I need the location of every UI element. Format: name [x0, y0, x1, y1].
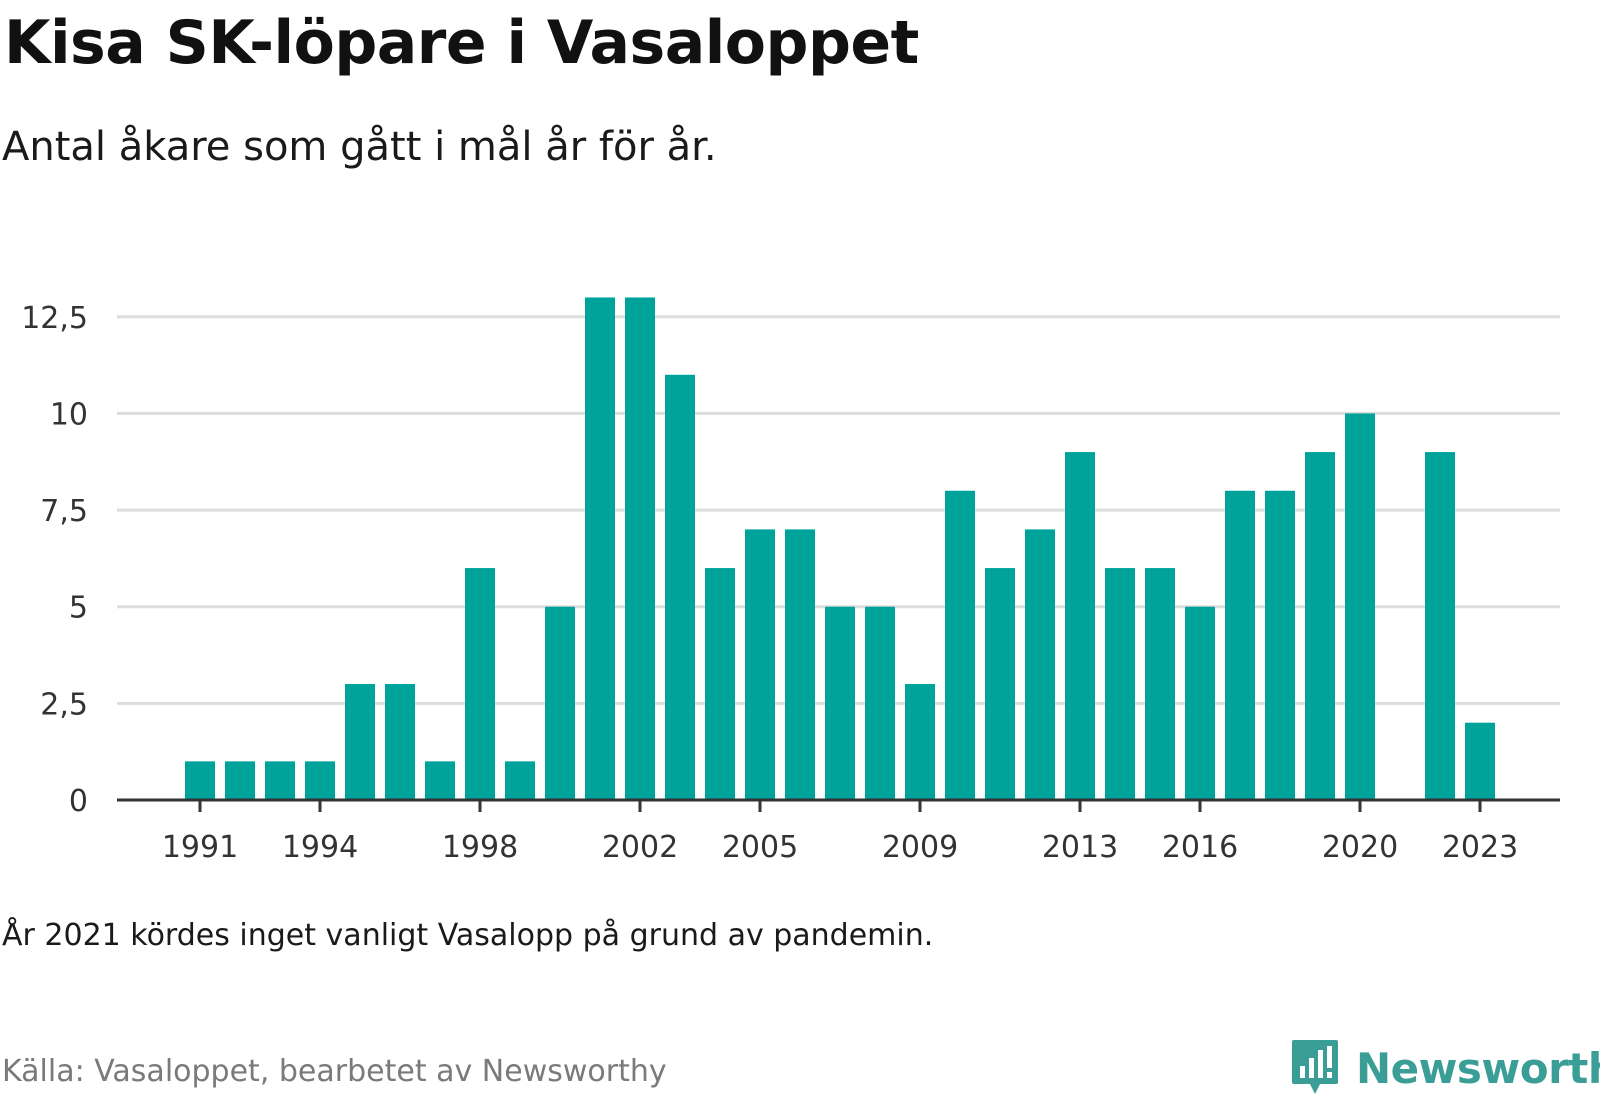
bar-2016: [1185, 606, 1215, 800]
x-tick-label: 1998: [442, 830, 518, 865]
bar-2013: [1065, 452, 1095, 800]
x-tick-label: 2023: [1442, 830, 1518, 865]
bar-2020: [1345, 413, 1375, 800]
bar-1999: [505, 761, 535, 800]
bar-2012: [1025, 529, 1055, 800]
chart-title: Kisa SK-löpare i Vasaloppet: [4, 8, 919, 78]
bar-2006: [785, 529, 815, 800]
bar-2017: [1225, 490, 1255, 800]
bar-2010: [945, 490, 975, 800]
bar-2015: [1145, 568, 1175, 800]
x-tick-label: 2005: [722, 830, 798, 865]
bar-2023: [1465, 722, 1495, 800]
bar-1995: [345, 684, 375, 800]
bar-2000: [545, 606, 575, 800]
bar-1998: [465, 568, 495, 800]
x-tick-label: 2016: [1162, 830, 1238, 865]
brand-name: Newsworthy: [1356, 1043, 1600, 1093]
bar-1991: [185, 761, 215, 800]
y-tick-label: 5: [69, 591, 88, 626]
y-tick-label: 2,5: [40, 687, 88, 722]
bar-2002: [625, 297, 655, 800]
y-tick-label: 12,5: [21, 301, 88, 336]
chart-subtitle: Antal åkare som gått i mål år för år.: [2, 124, 717, 170]
bar-2005: [745, 529, 775, 800]
bar-1993: [265, 761, 295, 800]
bar-2014: [1105, 568, 1135, 800]
x-tick-label: 1994: [282, 830, 358, 865]
source-credit: Källa: Vasaloppet, bearbetet av Newswort…: [2, 1054, 667, 1089]
chart-note: År 2021 kördes inget vanligt Vasalopp på…: [2, 918, 934, 953]
bar-2007: [825, 606, 855, 800]
x-tick-label: 1991: [162, 830, 238, 865]
x-tick-label: 2013: [1042, 830, 1118, 865]
bar-2001: [585, 297, 615, 800]
bar-2019: [1305, 452, 1335, 800]
y-tick-label: 0: [69, 784, 88, 819]
bar-chart: 0 2,5 5 7,5 10 12,5 1991 1994 1998 2002 2005 2009 20…: [21, 297, 1560, 865]
bar-chart-speech-bubble-icon: [1292, 1040, 1338, 1094]
y-tick-label: 7,5: [40, 494, 88, 529]
bar-2022: [1425, 452, 1455, 800]
bar-1992: [225, 761, 255, 800]
y-tick-label: 10: [50, 397, 88, 432]
x-tick-label: 2020: [1322, 830, 1398, 865]
x-tick-label: 2002: [602, 830, 678, 865]
x-tick-label: 2009: [882, 830, 958, 865]
bar-1997: [425, 761, 455, 800]
bar-2008: [865, 606, 895, 800]
newsworthy-logo[interactable]: Newsworthy: [1290, 1038, 1600, 1098]
bar-1994: [305, 761, 335, 800]
bar-1996: [385, 684, 415, 800]
bar-2009: [905, 684, 935, 800]
bar-2011: [985, 568, 1015, 800]
bar-2004: [705, 568, 735, 800]
bar-2003: [665, 374, 695, 800]
bar-2018: [1265, 490, 1295, 800]
